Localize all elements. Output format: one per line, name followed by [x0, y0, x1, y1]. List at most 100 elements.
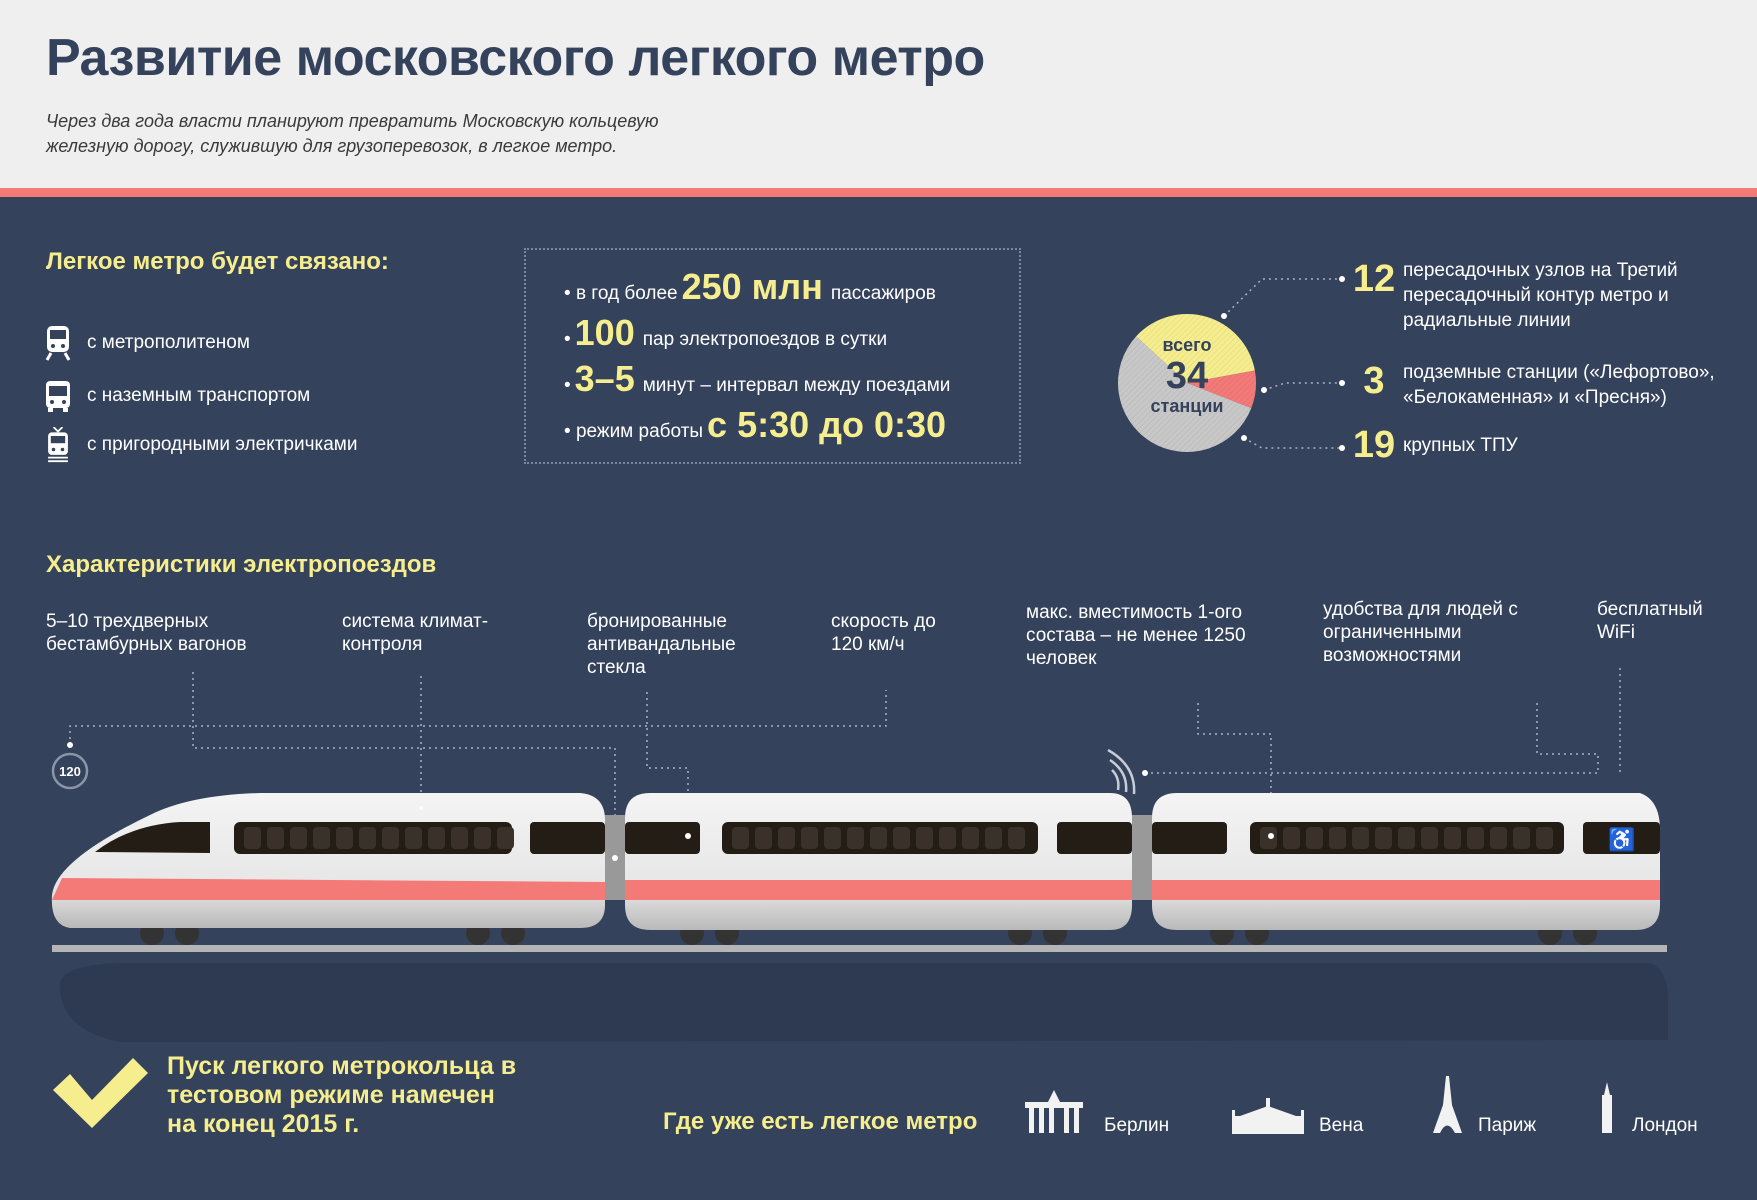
- pie-slice-hatch: [1136, 314, 1255, 383]
- page-title: Развитие московского легкого метро: [46, 29, 985, 87]
- connections-heading: Легкое метро будет связано:: [46, 248, 389, 275]
- seat: [893, 827, 910, 849]
- train-middle-car: [625, 793, 1132, 930]
- train-reflection: [60, 963, 1668, 1042]
- seat: [1444, 827, 1461, 849]
- stat-prefix: в год более: [575, 283, 678, 304]
- metro-train-icon: [45, 326, 71, 361]
- station-stat: 19 крупных ТПУ: [1350, 424, 1518, 467]
- bus-icon: [46, 381, 70, 412]
- train-tail-car: [1152, 793, 1660, 930]
- brandenburg-gate-icon: [1025, 1090, 1083, 1133]
- seat: [1260, 827, 1277, 849]
- stat-passengers: • в год более 250 млн пассажиров: [564, 266, 936, 307]
- station-stat-label: пересадочных узлов на Третий пересадочны…: [1403, 260, 1678, 331]
- seat: [732, 827, 749, 849]
- seat: [313, 827, 330, 849]
- seat: [1329, 827, 1346, 849]
- seat: [359, 827, 376, 849]
- stat-suffix: минут – интервал между поездами: [642, 375, 951, 396]
- seat: [428, 827, 445, 849]
- stat-value: 100: [574, 312, 635, 353]
- stat-trains: • 100 пар электропоездов в сутки: [564, 312, 888, 353]
- feature-label: бронированные антивандальные стекла: [587, 611, 736, 678]
- stat-suffix: пар электропоездов в сутки: [642, 329, 888, 350]
- seat: [497, 827, 514, 849]
- station-stat-label: подземные станции («Лефортово», «Белокам…: [1403, 362, 1715, 408]
- feature-label: система климат-контроля: [342, 611, 489, 655]
- station-stat: 12 пересадочных узлов на Третий пересадоч…: [1350, 258, 1703, 333]
- stations-pie-chart: [1118, 314, 1257, 452]
- feature-label: бесплатный WiFi: [1597, 599, 1703, 643]
- connection-item: с метрополитеном: [44, 325, 250, 361]
- seat: [451, 827, 468, 849]
- big-ben-icon: [1602, 1082, 1612, 1133]
- feature-label: макс. вместимость 1-ого состава – не мен…: [1026, 602, 1246, 669]
- city-label: Париж: [1478, 1115, 1537, 1136]
- launch-text: Пуск легкого метрокольца в тестовом режи…: [167, 1052, 517, 1138]
- seat: [1283, 827, 1300, 849]
- connection-item: с наземным транспортом: [44, 378, 310, 414]
- stat-hours: • режим работы с 5:30 до 0:30: [564, 404, 947, 445]
- speed-badge-value: 120: [59, 764, 81, 779]
- stat-value: 250 млн: [681, 266, 823, 307]
- connection-item: с пригородными электричками: [44, 427, 357, 463]
- train-head-car: [51, 793, 606, 928]
- seat: [1536, 827, 1553, 849]
- station-stat: 3 подземные станции («Лефортово», «Белока…: [1350, 360, 1723, 410]
- cities-heading: Где уже есть легкое метро: [663, 1108, 978, 1135]
- speed-badge: [51, 752, 89, 790]
- city-label: Вена: [1319, 1115, 1364, 1136]
- seat: [1398, 827, 1415, 849]
- city-label: Лондон: [1632, 1115, 1698, 1136]
- pie-label-top: всего: [1162, 335, 1212, 355]
- seat: [801, 827, 818, 849]
- commuter-train-icon: [48, 427, 68, 463]
- pie-slice-hatch: [1118, 336, 1252, 452]
- pie-label-bottom: станции: [1150, 396, 1224, 416]
- seat: [847, 827, 864, 849]
- page-subtitle: Через два года власти планируют преврати…: [46, 111, 659, 156]
- features-heading: Характеристики электропоездов: [46, 551, 437, 578]
- eiffel-tower-icon: [1433, 1076, 1462, 1133]
- pie-label: всего 34 станции: [1127, 335, 1247, 417]
- feature-label: 5–10 трехдверных бестамбурных вагонов: [46, 611, 247, 655]
- seat: [1490, 827, 1507, 849]
- seat: [290, 827, 307, 849]
- city-label: Берлин: [1104, 1115, 1170, 1136]
- stats-box: • в год более 250 млн пассажиров • 100 пар э…: [524, 248, 1021, 464]
- seat: [870, 827, 887, 849]
- seat: [1421, 827, 1438, 849]
- seat: [778, 827, 795, 849]
- pie-total: 34: [1165, 355, 1209, 397]
- connection-label: с метрополитеном: [87, 332, 250, 353]
- header: [0, 0, 1757, 188]
- feature-label: удобства для людей с ограниченными возмо…: [1323, 599, 1518, 666]
- seat: [1513, 827, 1530, 849]
- station-stat-value: 12: [1352, 258, 1396, 300]
- seat: [244, 827, 261, 849]
- seat: [267, 827, 284, 849]
- stat-suffix: пассажиров: [830, 283, 936, 304]
- stat-prefix: режим работы: [575, 421, 704, 442]
- wheelchair-icon: ♿: [1608, 827, 1635, 852]
- seat: [405, 827, 422, 849]
- seat: [939, 827, 956, 849]
- station-stat-value: 3: [1363, 360, 1385, 402]
- feature-label: скорость до 120 км/ч: [831, 611, 936, 655]
- vienna-palace-icon: [1232, 1098, 1304, 1134]
- seat: [824, 827, 841, 849]
- wifi-icon: [1107, 748, 1136, 795]
- pie-slice-hatch: [1187, 370, 1257, 409]
- seat: [382, 827, 399, 849]
- stat-value: с 5:30 до 0:30: [707, 404, 947, 445]
- station-stat-value: 19: [1352, 424, 1396, 466]
- seat: [916, 827, 933, 849]
- window-seats: [244, 827, 1553, 849]
- connection-label: с пригородными электричками: [87, 434, 358, 455]
- seat: [336, 827, 353, 849]
- callout-lines: [1223, 278, 1342, 449]
- seat: [985, 827, 1002, 849]
- connection-label: с наземным транспортом: [87, 385, 311, 406]
